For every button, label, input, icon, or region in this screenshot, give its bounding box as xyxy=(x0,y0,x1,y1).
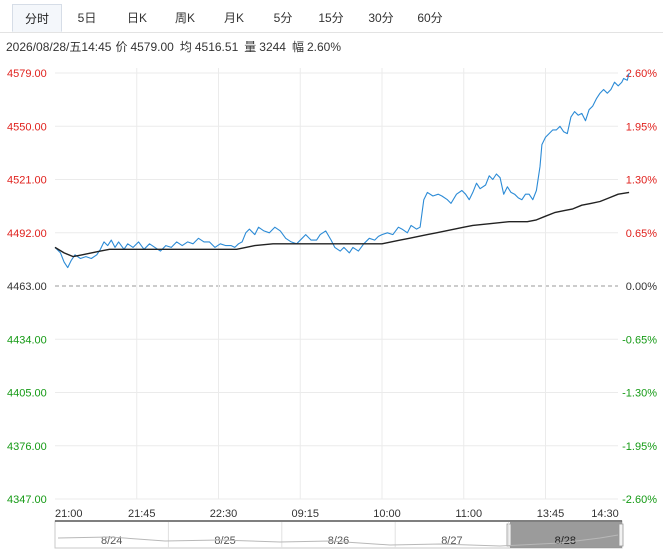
y-tick-label-right: -0.65% xyxy=(622,334,657,346)
y-tick-label-left: 4579.00 xyxy=(7,68,47,80)
y-tick-label-right: -1.30% xyxy=(622,388,657,400)
x-tick-label: 11:00 xyxy=(455,508,482,520)
x-tick-label: 21:45 xyxy=(128,508,156,520)
navigator-right-handle[interactable] xyxy=(618,523,624,547)
avg-label: 均 xyxy=(179,40,192,54)
change-label: 幅 xyxy=(291,40,304,54)
y-tick-label-right: 2.60% xyxy=(626,68,657,80)
y-tick-label-left: 4347.00 xyxy=(7,494,47,506)
tab-15-min[interactable]: 15分 xyxy=(318,11,344,25)
tab-intraday[interactable]: 分时 xyxy=(12,4,62,32)
navigator-day-label: 8/25 xyxy=(214,535,235,547)
y-tick-label-left: 4463.00 xyxy=(7,281,47,293)
navigator-day-label: 8/27 xyxy=(441,535,462,547)
tab-daily-k[interactable]: 日K xyxy=(126,11,147,25)
y-tick-label-left: 4434.00 xyxy=(7,334,47,346)
price-value: 4579.00 xyxy=(130,40,174,54)
y-tick-label-left: 4405.00 xyxy=(7,388,47,400)
navigator-day-label: 8/28 xyxy=(555,535,576,547)
y-tick-label-right: -2.60% xyxy=(622,494,657,506)
x-tick-label: 21:00 xyxy=(55,508,83,520)
x-tick-label: 22:30 xyxy=(210,508,238,520)
tab-5-min[interactable]: 5分 xyxy=(273,11,293,25)
y-tick-label-right: 1.95% xyxy=(626,121,657,133)
y-tick-label-right: 0.65% xyxy=(626,228,657,240)
tab-weekly-k[interactable]: 周K xyxy=(174,11,195,25)
x-tick-label: 13:45 xyxy=(537,508,565,520)
avg-value: 4516.51 xyxy=(194,40,239,54)
navigator-selection[interactable] xyxy=(510,522,622,548)
quote-info-bar: 2026/08/28/五14:45 价 4579.00 均 4516.51 量 3244 幅 2… xyxy=(6,38,347,55)
y-tick-label-right: 1.30% xyxy=(626,175,657,187)
tab-5-day[interactable]: 5日 xyxy=(77,11,97,25)
x-tick-label: 14:30 xyxy=(591,508,619,520)
navigator-overview-line xyxy=(57,534,619,547)
change-value: 2.60% xyxy=(306,40,342,54)
y-tick-label-left: 4521.00 xyxy=(7,175,47,187)
price-line xyxy=(54,72,630,269)
volume-label: 量 xyxy=(244,40,257,54)
y-tick-label-left: 4492.00 xyxy=(7,228,47,240)
period-tab-bar: 分时 5日 日K 周K 月K 5分 15分 30分 60分 xyxy=(0,0,663,33)
tab-30-min[interactable]: 30分 xyxy=(368,11,394,25)
y-tick-label-left: 4376.00 xyxy=(7,441,47,453)
y-tick-label-right: -1.95% xyxy=(622,441,657,453)
x-tick-label: 10:00 xyxy=(373,508,401,520)
volume-value: 3244 xyxy=(259,40,286,54)
x-tick-label: 09:15 xyxy=(291,508,319,520)
navigator-day-label: 8/26 xyxy=(328,535,349,547)
tab-60-min[interactable]: 60分 xyxy=(417,11,443,25)
tab-monthly-k[interactable]: 月K xyxy=(223,11,244,25)
price-label: 价 xyxy=(115,40,128,54)
y-tick-label-left: 4550.00 xyxy=(7,121,47,133)
quote-datetime: 2026/08/28/五14:45 xyxy=(6,40,112,54)
y-tick-label-right: 0.00% xyxy=(626,281,657,293)
average-line xyxy=(54,191,630,258)
